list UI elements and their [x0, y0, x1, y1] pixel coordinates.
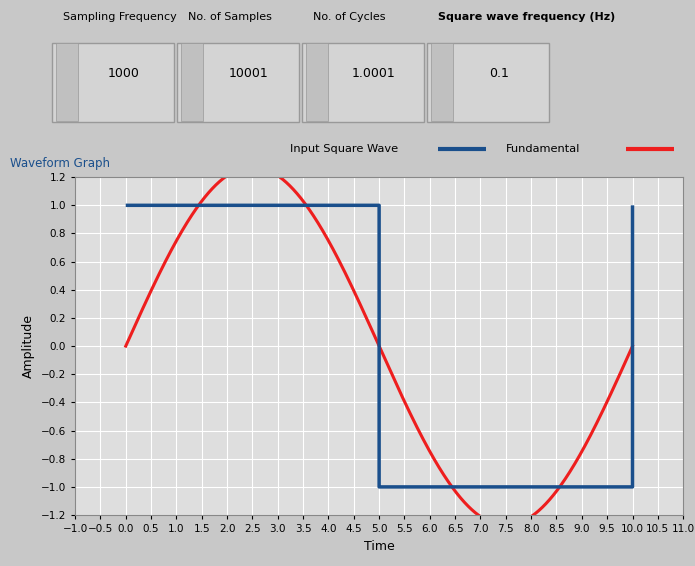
FancyBboxPatch shape	[306, 44, 328, 122]
FancyBboxPatch shape	[427, 42, 549, 122]
Text: 0.1: 0.1	[489, 67, 509, 80]
Text: 10001: 10001	[229, 67, 269, 80]
Text: Waveform Graph: Waveform Graph	[10, 157, 111, 170]
FancyBboxPatch shape	[52, 42, 174, 122]
Text: Fundamental: Fundamental	[506, 144, 580, 153]
FancyBboxPatch shape	[302, 42, 424, 122]
FancyBboxPatch shape	[431, 44, 453, 122]
FancyBboxPatch shape	[56, 44, 78, 122]
Text: 1.0001: 1.0001	[352, 67, 395, 80]
Text: No. of Cycles: No. of Cycles	[313, 12, 385, 22]
Y-axis label: Amplitude: Amplitude	[22, 314, 35, 378]
Text: 1000: 1000	[108, 67, 140, 80]
FancyBboxPatch shape	[181, 44, 203, 122]
Text: Input Square Wave: Input Square Wave	[290, 144, 398, 153]
FancyBboxPatch shape	[177, 42, 299, 122]
Text: Sampling Frequency: Sampling Frequency	[63, 12, 177, 22]
Text: No. of Samples: No. of Samples	[188, 12, 272, 22]
Text: Square wave frequency (Hz): Square wave frequency (Hz)	[438, 12, 615, 22]
X-axis label: Time: Time	[363, 539, 395, 552]
